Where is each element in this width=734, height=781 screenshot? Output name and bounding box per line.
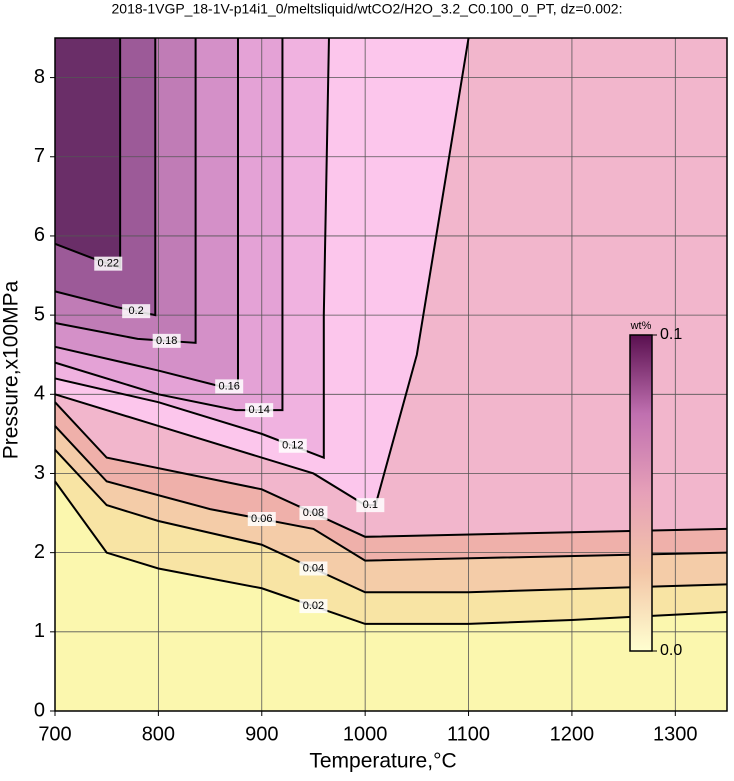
contour-label-bg (278, 438, 307, 453)
contour-label: 0.1 (363, 499, 378, 511)
x-tick-label: 1200 (550, 723, 595, 745)
contour-label: 0.08 (303, 507, 324, 519)
colorbar-title: wt% (630, 320, 652, 332)
contour-label-bg (299, 506, 328, 521)
contour-label: 0.06 (251, 513, 272, 525)
colorbar-tick-label: 0.0 (660, 642, 682, 659)
x-tick-label: 900 (245, 723, 278, 745)
y-tick-label: 6 (34, 224, 45, 246)
contour-fill (55, 38, 121, 268)
contour-label: 0.2 (129, 305, 144, 317)
chart-title: 2018-1VGP_18-1V-p14i1_0/meltsliquid/wtCO… (112, 1, 623, 17)
contour-line (54, 401, 728, 538)
contour-label-bg (299, 599, 328, 614)
colorbar (629, 334, 653, 652)
y-tick-label: 1 (34, 620, 45, 642)
contour-line (54, 38, 284, 412)
contour-label-bg (122, 304, 151, 319)
x-tick-label: 1300 (653, 723, 698, 745)
y-tick-label: 0 (34, 699, 45, 721)
y-tick-label: 5 (34, 303, 45, 325)
contour-label: 0.04 (303, 562, 324, 574)
x-tick-label: 1000 (343, 723, 388, 745)
colorbar-tick-label: 0.1 (660, 326, 682, 343)
y-tick-label: 2 (34, 541, 45, 563)
contour-label-bg (247, 511, 276, 526)
contour-label-bg (356, 498, 385, 513)
contour-label: 0.14 (248, 404, 269, 416)
x-tick-label: 700 (38, 723, 71, 745)
contour-line (54, 449, 728, 594)
contour-label: 0.16 (218, 380, 239, 392)
plot-frame (54, 37, 728, 712)
y-tick-label: 7 (34, 145, 45, 167)
x-axis-label: Temperature,°C (309, 750, 456, 773)
y-axis-label: Pressure,x100MPa (0, 280, 23, 459)
contour-label-bg (94, 256, 123, 271)
y-tick-label: 3 (34, 462, 45, 484)
contour-label-bg (215, 379, 244, 394)
y-tick-label: 8 (34, 66, 45, 88)
contour-label-bg (152, 333, 181, 348)
x-tick-label: 800 (142, 723, 175, 745)
contour-label-bg (245, 403, 274, 418)
y-tick-label: 4 (34, 383, 45, 405)
contour-label-bg (299, 561, 328, 576)
contour-label: 0.18 (156, 335, 177, 347)
contour-label: 0.22 (98, 258, 119, 270)
x-tick-label: 1100 (447, 723, 490, 745)
contour-label: 0.02 (303, 600, 324, 612)
contour-label: 0.12 (282, 440, 303, 452)
